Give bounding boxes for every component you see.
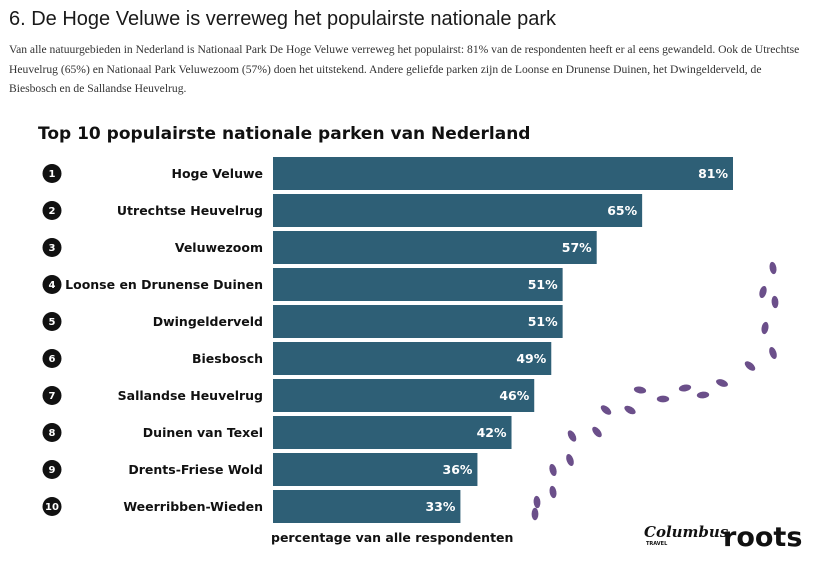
bar: [273, 490, 461, 523]
footprint: [744, 361, 756, 371]
footprint: [696, 391, 710, 399]
bar: [273, 305, 563, 338]
article-title: 6. De Hoge Veluwe is verreweg het popula…: [9, 8, 556, 30]
rank-number: 8: [49, 428, 56, 439]
bar-value-label: 42%: [477, 425, 507, 440]
bar-value-label: 57%: [562, 240, 592, 255]
rank-badge: [42, 349, 62, 368]
rank-badge: [42, 201, 62, 220]
bar-value-label: 65%: [607, 203, 637, 218]
rank-number: 1: [49, 169, 56, 180]
bar: [273, 194, 643, 227]
category-label: Veluwezoom: [175, 240, 263, 255]
footprint: [769, 347, 777, 359]
footprint: [633, 386, 647, 394]
bar-value-label: 46%: [499, 388, 529, 403]
rank-badge: [42, 312, 62, 331]
category-label: Drents-Friese Wold: [128, 462, 263, 477]
bar: [273, 416, 512, 449]
columbus-travel-logo: Columbus TRAVEL: [644, 523, 729, 547]
footprint: [600, 405, 612, 415]
category-label: Weerribben-Wieden: [123, 499, 263, 514]
rank-badge: [42, 423, 62, 442]
bar-value-label: 36%: [443, 462, 473, 477]
footprint: [566, 454, 574, 466]
rank-badge: [42, 275, 62, 294]
columbus-logo-text: Columbus: [644, 523, 729, 541]
chart-title: Top 10 populairste nationale parken van …: [38, 124, 530, 144]
category-label: Duinen van Texel: [143, 425, 263, 440]
footprint: [549, 485, 557, 499]
bar: [273, 342, 552, 375]
footprint: [531, 507, 539, 521]
rank-badge: [42, 386, 62, 405]
rank-number: 9: [49, 465, 56, 476]
footprint: [533, 495, 541, 509]
bar-value-label: 51%: [528, 277, 558, 292]
bar-value-label: 81%: [698, 166, 728, 181]
bar: [273, 157, 733, 190]
bar-value-label: 51%: [528, 314, 558, 329]
footprint: [624, 405, 636, 415]
bar: [273, 268, 563, 301]
bar-value-label: 33%: [425, 499, 455, 514]
category-label: Dwingelderveld: [153, 314, 263, 329]
bar-value-label: 49%: [516, 351, 546, 366]
category-label: Biesbosch: [192, 351, 263, 366]
rank-badge: [42, 497, 62, 516]
category-label: Sallandse Heuvelrug: [118, 388, 263, 403]
footprints-trail-icon: [531, 261, 779, 521]
bar: [273, 453, 478, 486]
rank-number: 3: [49, 243, 56, 254]
roots-logo: roots: [723, 522, 802, 553]
footprint: [771, 295, 779, 309]
footprint: [716, 379, 728, 387]
footprint: [592, 426, 602, 438]
footprint: [678, 384, 692, 392]
rank-number: 7: [49, 391, 56, 402]
bar: [273, 379, 535, 412]
article-intro: Van alle natuurgebieden in Nederland is …: [9, 43, 800, 96]
footprint: [759, 285, 767, 299]
rank-number: 4: [49, 280, 56, 291]
footprint: [769, 261, 777, 275]
chart-rows: 1 Hoge Veluwe 81% 2 Utrechtse Heuvelrug 65% 3 V…: [42, 157, 733, 523]
footprint: [549, 463, 557, 477]
footprint: [567, 430, 577, 442]
rank-badge: [42, 460, 62, 479]
rank-number: 6: [49, 354, 56, 365]
footprint: [656, 395, 670, 403]
rank-badge: [42, 238, 62, 257]
x-axis-label: percentage van alle respondenten: [271, 530, 513, 545]
category-label: Hoge Veluwe: [171, 166, 263, 181]
columbus-logo-sub: TRAVEL: [646, 541, 668, 547]
rank-number: 10: [45, 502, 59, 513]
rank-badge: [42, 164, 62, 183]
category-label: Loonse en Drunense Duinen: [65, 277, 263, 292]
rank-number: 5: [49, 317, 56, 328]
rank-number: 2: [49, 206, 56, 217]
footprint: [761, 321, 769, 335]
bar: [273, 231, 597, 264]
category-label: Utrechtse Heuvelrug: [117, 203, 263, 218]
